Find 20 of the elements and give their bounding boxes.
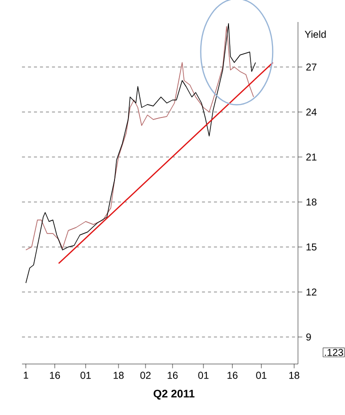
y-tick-label: 9 [306, 333, 311, 341]
y-tick-label: 18 [306, 198, 316, 206]
y-tick-label: 24 [306, 108, 317, 116]
x-tick-label: 1 [24, 372, 28, 379]
y-axis-title: Yield [304, 30, 326, 38]
x-tick-label: 16 [228, 372, 238, 379]
y-tick-label: 12 [306, 288, 316, 296]
text: .123 [324, 348, 344, 356]
y-tick-label: 27 [306, 64, 316, 70]
x-tick-label: 01 [80, 372, 91, 379]
x-tick-label: 18 [114, 372, 124, 379]
x-tick-label: 01 [198, 372, 208, 379]
x-axis-title: Q2 2011 [154, 390, 194, 400]
x-tick-label: 01 [256, 372, 266, 379]
y-tick-label: 15 [306, 244, 316, 250]
y-tick-label: 21 [306, 154, 316, 160]
x-tick-label: 16 [168, 372, 178, 379]
x-tick-label: 16 [50, 372, 60, 379]
x-tick-label: 18 [289, 372, 300, 379]
x-tick-label: 02 [140, 372, 151, 379]
